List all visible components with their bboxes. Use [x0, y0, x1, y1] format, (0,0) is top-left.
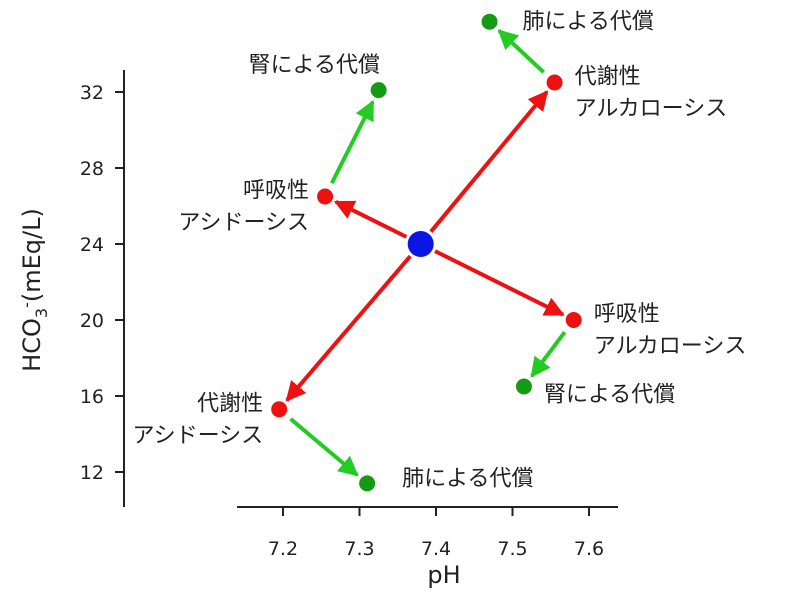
- point-respiratory-alkalosis-compensation: [515, 378, 532, 395]
- label-respiratory-alkalosis-compensation: 腎による代償: [544, 383, 675, 408]
- point-metabolic-alkalosis-compensation: [481, 13, 498, 30]
- arrow-metabolic-acidosis-compensation: [289, 417, 359, 477]
- axes: 7.2 7.3 7.4 7.5 7.6 12 16 20 24 28 32 pH HCO3-(mEq/L…: [17, 70, 618, 589]
- y-axis-title: HCO3-(mEq/L): [17, 208, 51, 372]
- label-respiratory-acidosis-line1: 呼吸性: [243, 179, 309, 204]
- label-metabolic-alkalosis-line1: 代謝性: [575, 65, 641, 90]
- point-metabolic-acidosis-compensation: [359, 475, 376, 492]
- arrows: [285, 29, 567, 477]
- y-tick-label: 16: [80, 386, 104, 408]
- x-tick-label: 7.5: [497, 538, 527, 560]
- x-tick-label: 7.4: [421, 538, 451, 560]
- x-tick-label: 7.2: [268, 538, 298, 560]
- point-respiratory-acidosis-compensation: [370, 82, 387, 99]
- label-respiratory-alkalosis-line1: 呼吸性: [594, 302, 660, 327]
- point-metabolic-acidosis: [271, 401, 288, 418]
- y-tick-label: 28: [80, 158, 104, 180]
- y-tick-label: 32: [80, 82, 104, 104]
- y-tick-label: 24: [80, 234, 104, 256]
- label-respiratory-acidosis-line2: アシドーシス: [178, 211, 309, 236]
- y-tick-label: 20: [80, 310, 104, 332]
- label-respiratory-acidosis-compensation: 腎による代償: [249, 53, 380, 78]
- annotations: 代謝性アルカローシス呼吸性アシドーシス呼吸性アルカローシス代謝性アシドーシス肺に…: [132, 10, 746, 492]
- arrow-metabolic-alkalosis: [429, 90, 549, 233]
- arrow-respiratory-acidosis: [334, 200, 408, 239]
- point-metabolic-alkalosis: [546, 74, 563, 91]
- label-metabolic-acidosis-line1: 代謝性: [197, 391, 263, 416]
- label-metabolic-acidosis-compensation: 肺による代償: [402, 466, 533, 491]
- label-metabolic-acidosis-line2: アシドーシス: [132, 423, 263, 448]
- label-metabolic-alkalosis-line2: アルカローシス: [575, 97, 728, 122]
- label-respiratory-alkalosis-line2: アルカローシス: [594, 334, 747, 359]
- point-respiratory-alkalosis: [565, 312, 582, 328]
- arrow-metabolic-alkalosis-compensation: [497, 29, 545, 74]
- y-tick-label: 12: [80, 462, 104, 484]
- point-normal: [407, 231, 434, 257]
- arrow-metabolic-acidosis: [285, 254, 412, 402]
- x-tick-label: 7.6: [574, 538, 604, 560]
- x-tick-label: 7.3: [344, 538, 374, 560]
- arrow-respiratory-alkalosis: [434, 249, 565, 317]
- arrow-respiratory-alkalosis-compensation: [530, 330, 567, 378]
- arrow-respiratory-acidosis-compensation: [330, 99, 375, 185]
- x-axis-title: pH: [427, 561, 460, 589]
- points: [271, 13, 582, 492]
- point-respiratory-acidosis: [317, 188, 334, 205]
- label-metabolic-alkalosis-compensation: 肺による代償: [523, 10, 654, 35]
